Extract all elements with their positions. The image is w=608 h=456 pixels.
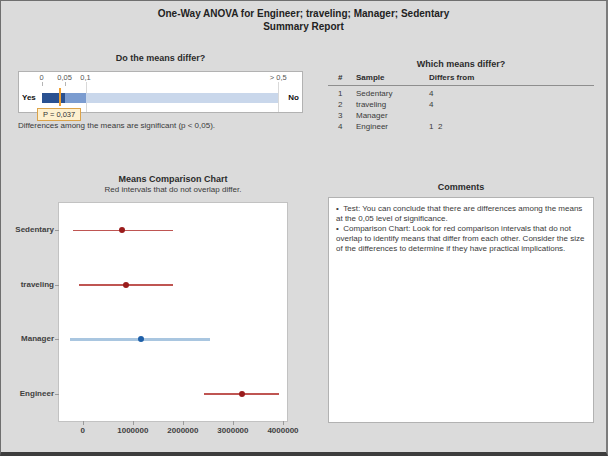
differ-table-title: Which means differ? [328,59,594,69]
row-differs-from: 4 [429,99,594,110]
p-value-marker [59,88,61,106]
gauge-scale-tick-label: > 0,5 [270,73,287,82]
interval-mean-dot-traveling [123,282,129,288]
report-title: One-Way ANOVA for Engineer; traveling; M… [1,7,606,33]
p-value-gauge: Yes No P = 0,037 00,050,1> 0,5 [18,71,303,113]
row-sample: Manager [356,110,429,121]
differ-table-rows: 1Sedentary42traveling43Manager4Engineer1… [328,88,594,132]
table-row: 2traveling4 [328,99,594,110]
gauge-scale-tick-label: 0,1 [80,73,90,82]
table-row: 4Engineer1 2 [328,121,594,132]
comments-box: Test: You can conclude that there are di… [328,197,594,423]
row-sample: Sedentary [356,88,429,99]
interval-mean-dot-manager [138,336,144,342]
row-num: 3 [338,110,356,121]
gauge-bar-segment [86,93,279,103]
y-axis-tick [55,394,59,395]
significance-footnote: Differences among the means are signific… [18,121,215,130]
x-axis-tick [283,421,284,425]
report-title-line2: Summary Report [1,20,606,33]
x-axis-tick-label: 1000000 [117,426,148,435]
gauge-scale-tick-label: 0,05 [57,73,72,82]
x-axis-tick [233,421,234,425]
chart-subtitle: Red intervals that do not overlap differ… [58,185,288,194]
gauge-scale-gridline [278,82,279,112]
x-axis-tick-label: 0 [81,426,85,435]
col-header-sample: Sample [356,72,429,83]
row-differs-from: 1 2 [429,121,594,132]
x-axis-tick-label: 3000000 [217,426,248,435]
differ-table-header: # Sample Differs from [328,72,594,83]
col-header-differs: Differs from [429,72,594,83]
row-differs-from: 4 [429,88,594,99]
means-comparison-plot: SedentarytravelingManagerEngineer0100000… [58,202,288,422]
x-axis-tick [133,421,134,425]
x-axis-tick [83,421,84,425]
gauge-scale-tick-mark [65,82,66,86]
table-header-divider [328,85,594,86]
interval-mean-dot-engineer [239,391,245,397]
gauge-bar-segment [42,93,65,103]
y-axis-category-label: Engineer [4,389,54,398]
table-row: 3Manager [328,110,594,121]
gauge-no-label: No [288,93,299,102]
comment-bullet-item: Test: You can conclude that there are di… [336,204,586,224]
gauge-scale-tick-label: 0 [40,73,44,82]
y-axis-tick [55,230,59,231]
gauge-scale-tick-mark [42,82,43,86]
row-differs-from [429,110,594,121]
y-axis-category-label: Sedentary [4,225,54,234]
x-axis-tick-label: 4000000 [267,426,298,435]
col-header-num: # [338,72,356,83]
row-sample: traveling [356,99,429,110]
y-axis-category-label: traveling [4,280,54,289]
x-axis-tick [183,421,184,425]
gauge-bar-segment [65,93,86,103]
row-num: 1 [338,88,356,99]
gauge-yes-label: Yes [22,93,36,102]
gauge-panel-title: Do the means differ? [18,53,303,63]
y-axis-category-label: Manager [4,334,54,343]
table-row: 1Sedentary4 [328,88,594,99]
p-value-label: P = 0,037 [37,108,81,121]
comment-bullet-item: Comparison Chart: Look for red compariso… [336,224,586,254]
y-axis-tick [55,285,59,286]
row-num: 4 [338,121,356,132]
x-axis-tick-label: 2000000 [167,426,198,435]
row-num: 2 [338,99,356,110]
anova-summary-report: One-Way ANOVA for Engineer; traveling; M… [0,0,608,456]
row-sample: Engineer [356,121,429,132]
interval-mean-dot-sedentary [119,227,125,233]
report-title-line1: One-Way ANOVA for Engineer; traveling; M… [1,7,606,20]
comments-title: Comments [328,182,594,192]
y-axis-tick [55,339,59,340]
chart-title: Means Comparison Chart [58,174,288,184]
